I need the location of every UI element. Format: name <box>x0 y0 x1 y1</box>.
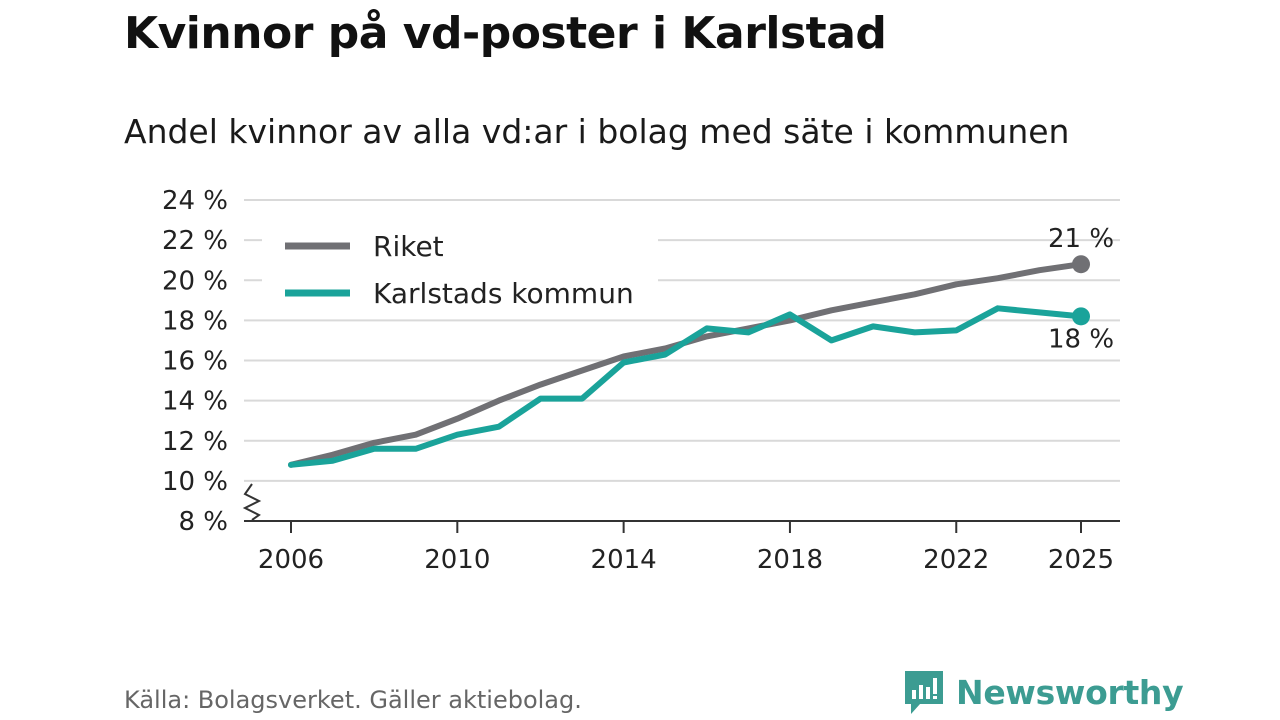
x-tick-label: 2022 <box>923 545 989 575</box>
y-tick-label: 12 % <box>162 427 228 457</box>
y-tick-label: 16 % <box>162 347 228 377</box>
x-tick-label: 2006 <box>258 545 324 575</box>
legend-label-karlstad: Karlstads kommun <box>373 277 634 310</box>
chart-title: Kvinnor på vd-poster i Karlstad <box>124 8 887 59</box>
brand-logo: Newsworthy <box>902 668 1184 716</box>
newsworthy-logo-icon <box>905 671 943 714</box>
axis-break-marker <box>242 483 262 521</box>
y-tick-label: 8 % <box>178 507 228 537</box>
axes: 8 % 10 % 12 % 14 % 16 % 18 % 20 % 22 % 24 % 2006 2… <box>162 186 1120 575</box>
x-tick-label: 2018 <box>757 545 823 575</box>
end-label-karlstad: 18 % <box>1048 324 1114 354</box>
source-note: Källa: Bolagsverket. Gäller aktiebolag. <box>124 686 582 714</box>
y-tick-label: 20 % <box>162 266 228 296</box>
y-tick-label: 24 % <box>162 186 228 216</box>
legend: Riket Karlstads kommun <box>262 224 658 310</box>
legend-label-riket: Riket <box>373 230 444 263</box>
y-tick-label: 18 % <box>162 306 228 336</box>
x-tick-label: 2014 <box>591 545 657 575</box>
series-line-karlstad <box>288 305 1084 468</box>
chart-subtitle: Andel kvinnor av alla vd:ar i bolag med … <box>124 112 1070 151</box>
end-marker-riket <box>1072 255 1090 274</box>
x-tick-label: 2010 <box>424 545 490 575</box>
y-tick-label: 14 % <box>162 387 228 417</box>
end-label-riket: 21 % <box>1048 224 1114 254</box>
end-marker-karlstad <box>1072 307 1090 326</box>
series <box>288 255 1090 468</box>
y-tick-label: 22 % <box>162 226 228 256</box>
x-tick-label: 2025 <box>1048 545 1114 575</box>
y-tick-label: 10 % <box>162 467 228 497</box>
end-labels: 21 % 18 % <box>1048 224 1114 354</box>
brand-name: Newsworthy <box>956 672 1184 712</box>
